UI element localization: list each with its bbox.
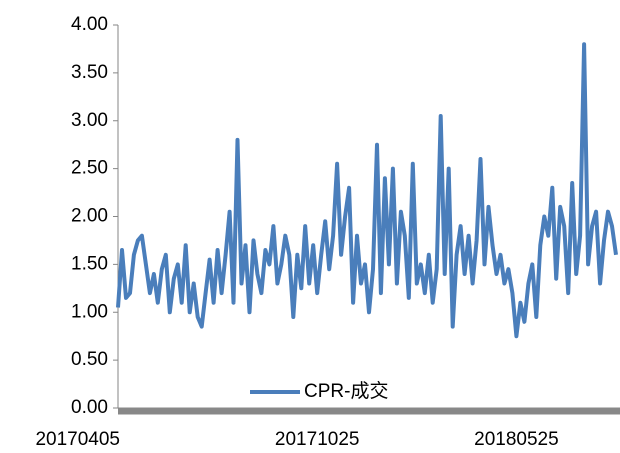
y-tick-label: 3.00 — [71, 110, 108, 131]
y-tick-label: 3.50 — [71, 62, 108, 83]
y-tick-label: 2.50 — [71, 158, 108, 179]
x-tick-label: 20170405 — [35, 429, 120, 450]
x-tick-label: 20171025 — [275, 429, 360, 450]
y-tick-label: 1.00 — [71, 301, 108, 322]
y-tick-label: 0.50 — [71, 349, 108, 370]
legend-label: CPR-成交 — [304, 380, 388, 402]
line-series — [116, 42, 618, 339]
y-tick-label: 1.50 — [71, 253, 108, 274]
x-tick-label: 20180525 — [474, 429, 559, 450]
y-tick-label: 0.00 — [71, 397, 108, 418]
y-tick-label: 2.00 — [71, 206, 108, 227]
y-tick-label: 4.00 — [71, 14, 108, 35]
